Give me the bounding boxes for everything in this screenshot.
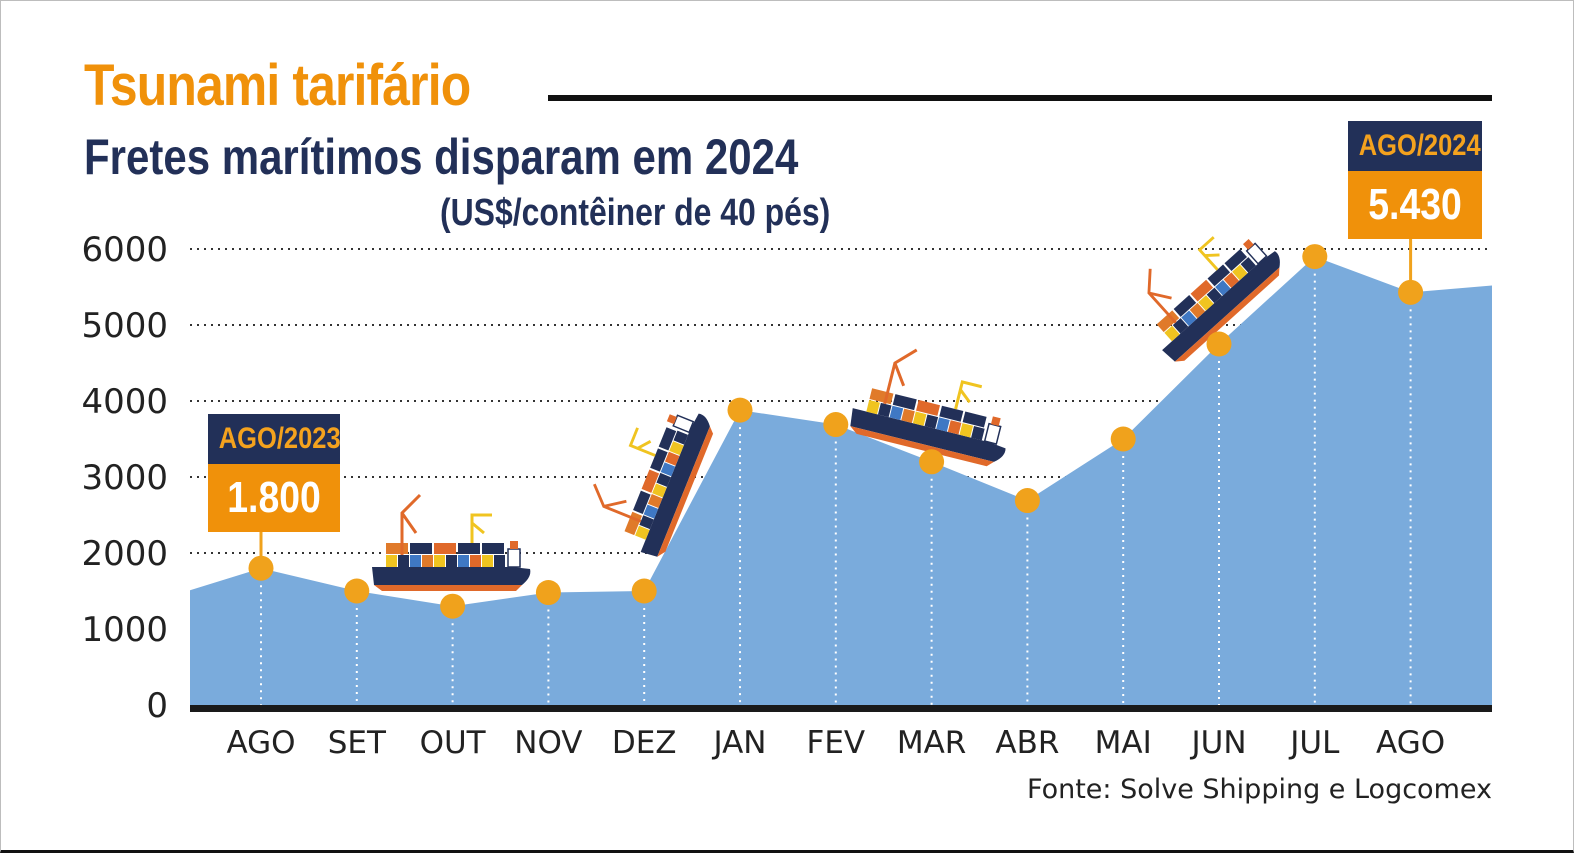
x-tick-label: AGO — [226, 725, 295, 761]
y-tick-label: 1000 — [81, 610, 168, 650]
x-tick-label: JUL — [1288, 725, 1340, 761]
x-tick-label: MAR — [897, 725, 967, 761]
x-tick-label: AGO — [1376, 725, 1445, 761]
x-axis-line — [190, 705, 1492, 712]
data-point — [823, 412, 849, 438]
container-ship-icon — [850, 348, 1006, 467]
data-point — [1398, 279, 1424, 305]
callout-start: AGO/2023 1.800 — [208, 414, 341, 532]
unit-label: (US$/contêiner de 40 pés) — [440, 192, 831, 234]
y-tick-label: 5000 — [81, 306, 168, 346]
y-tick-label: 3000 — [81, 458, 168, 498]
data-point — [344, 578, 370, 604]
container-ship-icon — [372, 493, 531, 591]
y-tick-label: 6000 — [81, 230, 168, 270]
data-point — [1302, 244, 1328, 270]
data-point — [535, 580, 561, 606]
x-tick-label: NOV — [514, 725, 582, 761]
data-point — [1014, 488, 1040, 514]
callout-start-label: AGO/2023 — [208, 414, 341, 464]
data-point — [727, 397, 753, 423]
data-point — [631, 578, 657, 604]
x-tick-label: JAN — [712, 725, 767, 761]
y-tick-label: 0 — [146, 686, 168, 726]
chart-title: Tsunami tarifário — [84, 53, 471, 118]
container-ship-icon — [593, 413, 714, 557]
data-point — [1110, 426, 1136, 452]
data-point — [919, 449, 945, 475]
data-point — [248, 555, 274, 581]
callout-end-label: AGO/2024 — [1348, 121, 1482, 171]
area-series — [190, 256, 1492, 705]
source-note: Fonte: Solve Shipping e Logcomex — [1027, 774, 1492, 805]
chart-subtitle: Fretes marítimos disparam em 2024 — [84, 129, 799, 185]
x-tick-label: FEV — [806, 725, 865, 761]
title-rule — [548, 95, 1492, 101]
x-tick-label: MAI — [1095, 725, 1152, 761]
data-point — [1206, 331, 1232, 357]
x-tick-label: SET — [328, 725, 387, 761]
callout-end: AGO/2024 5.430 — [1348, 121, 1482, 239]
y-tick-label: 2000 — [81, 534, 168, 574]
x-tick-label: OUT — [420, 725, 487, 761]
x-tick-label: JUN — [1189, 725, 1246, 761]
container-ship-icon — [1147, 236, 1280, 362]
data-point — [440, 593, 466, 619]
callout-end-value: 5.430 — [1348, 171, 1482, 239]
x-tick-label: DEZ — [612, 725, 677, 761]
y-tick-label: 4000 — [81, 382, 168, 422]
callout-start-value: 1.800 — [208, 464, 340, 532]
x-tick-label: ABR — [995, 725, 1059, 761]
